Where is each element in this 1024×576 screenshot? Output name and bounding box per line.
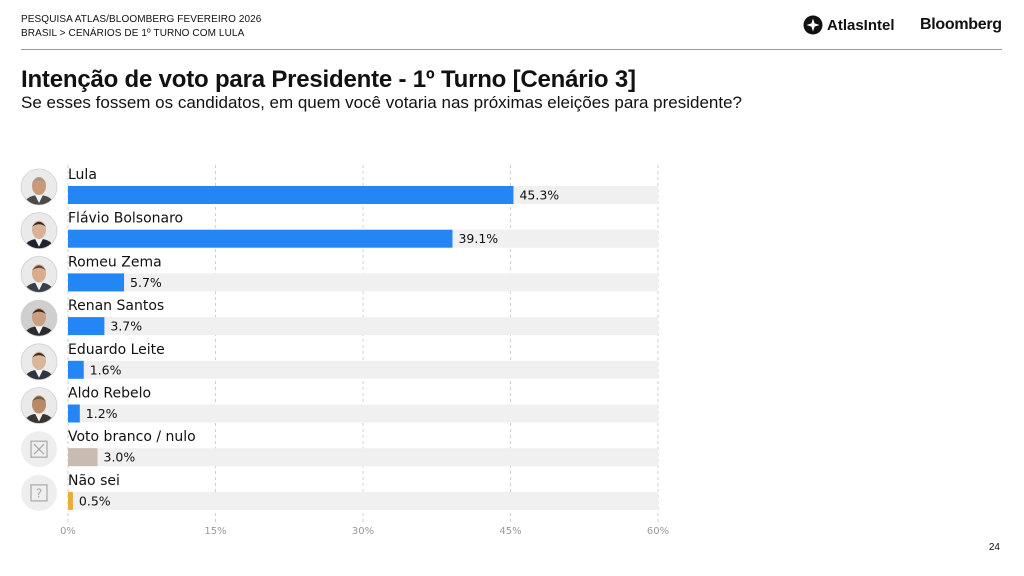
header-breadcrumb: BRASIL > CENÁRIOS DE 1º TURNO COM LULA <box>21 28 245 39</box>
candidate-label: Romeu Zema <box>68 254 162 270</box>
x-tick-label: 15% <box>204 526 226 537</box>
atlasintel-logo-icon <box>803 15 823 35</box>
lula-photo-icon <box>20 168 58 206</box>
renan-santos-photo-icon <box>20 299 58 337</box>
header-divider <box>21 49 1002 50</box>
bar-4 <box>68 360 84 379</box>
bar-3 <box>68 317 105 336</box>
aldo-rebelo-photo-icon <box>20 387 58 424</box>
candidate-label: Voto branco / nulo <box>68 429 196 445</box>
bar-track <box>68 491 658 510</box>
bar-track <box>68 404 658 423</box>
page-number: 24 <box>988 542 1000 553</box>
bar-2 <box>68 273 125 292</box>
atlasintel-logo-text: AtlasIntel <box>827 16 895 34</box>
value-label: 3.0% <box>104 450 136 465</box>
bloomberg-logo: Bloomberg <box>920 16 1002 33</box>
value-label: 0.5% <box>79 493 111 508</box>
bar-5 <box>68 404 80 423</box>
bar-track <box>68 317 658 336</box>
value-label: 5.7% <box>130 275 162 290</box>
candidate-label: Aldo Rebelo <box>68 386 151 402</box>
candidate-label: Eduardo Leite <box>68 342 165 358</box>
bar-0 <box>68 186 514 204</box>
bar-track <box>68 273 658 292</box>
atlasintel-logo: AtlasIntel <box>803 15 895 35</box>
bar-track <box>68 448 658 467</box>
bar-1 <box>68 229 453 248</box>
value-label: 3.7% <box>110 319 142 334</box>
bar-7 <box>68 491 73 510</box>
eduardo-leite-photo-icon <box>20 343 58 381</box>
chart-title: Intenção de voto para Presidente - 1º Tu… <box>21 66 636 93</box>
svg-text:?: ? <box>36 486 42 500</box>
bar-6 <box>68 448 98 467</box>
x-tick-label: 45% <box>499 526 521 537</box>
flavio-bolsonaro-photo-icon <box>20 212 58 250</box>
value-label: 1.6% <box>90 362 122 377</box>
value-label: 45.3% <box>519 188 559 203</box>
candidate-label: Não sei <box>68 473 120 489</box>
value-label: 39.1% <box>458 231 498 246</box>
x-tick-label: 0% <box>60 526 76 537</box>
x-tick-label: 60% <box>647 526 669 537</box>
candidate-label: Flávio Bolsonaro <box>68 211 183 227</box>
candidate-label: Renan Santos <box>68 298 164 314</box>
header-survey-line: PESQUISA ATLAS/BLOOMBERG FEVEREIRO 2026 <box>21 14 262 25</box>
candidate-label: Lula <box>68 167 97 183</box>
chart-subtitle: Se esses fossem os candidatos, em quem v… <box>21 93 742 112</box>
blank-null-vote-icon <box>21 431 57 468</box>
bar-track <box>68 360 658 379</box>
value-label: 1.2% <box>86 406 118 421</box>
dont-know-icon: ? <box>21 474 57 511</box>
romeu-zema-photo-icon <box>20 255 58 293</box>
x-tick-label: 30% <box>352 526 374 537</box>
